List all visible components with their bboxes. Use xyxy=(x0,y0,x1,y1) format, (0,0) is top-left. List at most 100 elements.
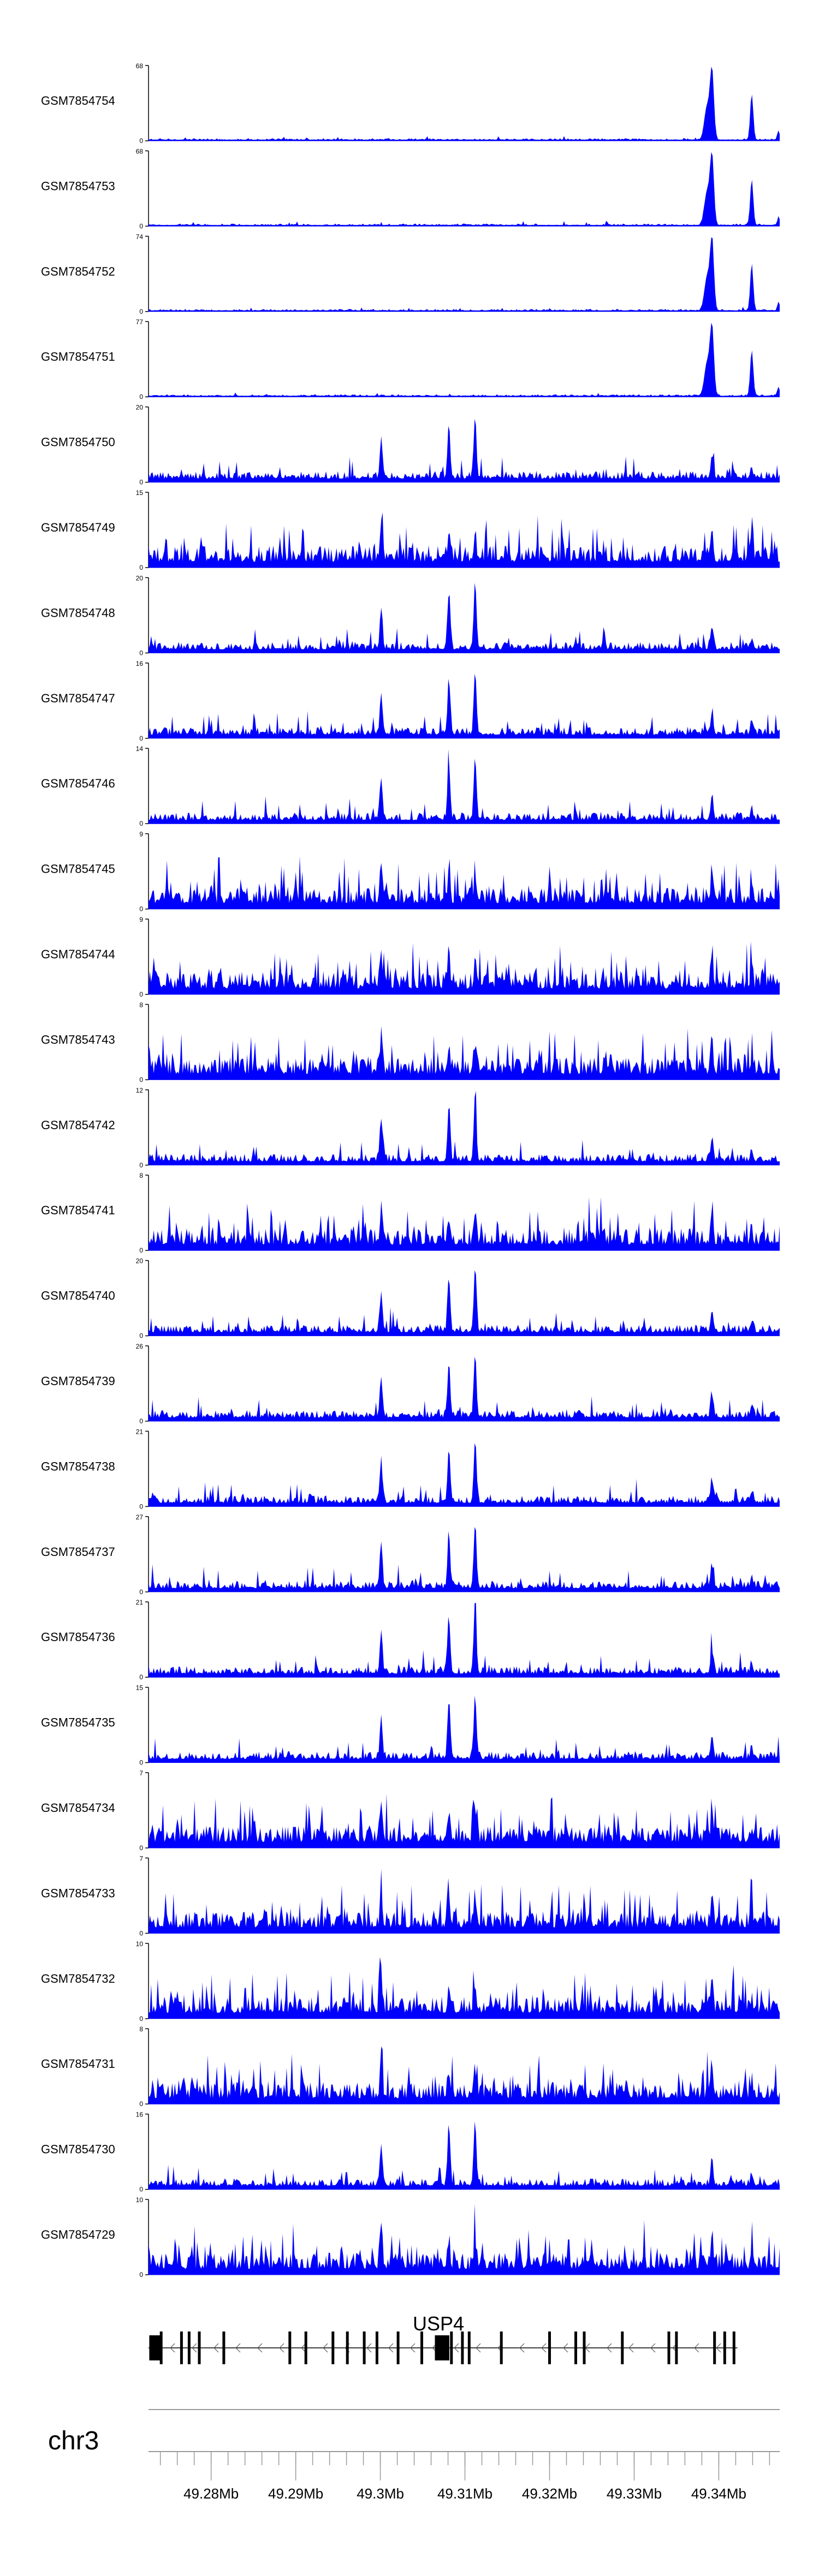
gene-exon xyxy=(500,2331,503,2364)
y-zero-label: 0 xyxy=(139,1417,143,1425)
y-max-label: 27 xyxy=(136,1513,144,1521)
strand-arrow-icon xyxy=(366,2343,372,2353)
strand-arrow-icon xyxy=(541,2343,547,2353)
gene-exon xyxy=(667,2331,670,2364)
y-zero-label: 0 xyxy=(139,2186,143,2193)
y-max-label: 20 xyxy=(136,1257,144,1265)
strand-arrow-icon xyxy=(716,2343,721,2353)
track-GSM7854738: GSM7854738 21 0 xyxy=(41,1428,780,1510)
y-max-label: 8 xyxy=(139,1172,143,1179)
track-label: GSM7854735 xyxy=(41,1716,115,1730)
coverage-area xyxy=(149,512,780,568)
axis-tick-label: 49.28Mb xyxy=(183,2485,239,2502)
y-max-label: 68 xyxy=(136,147,144,155)
track-label: GSM7854732 xyxy=(41,1972,115,1985)
track-GSM7854731: GSM7854731 8 0 xyxy=(41,2025,780,2108)
coverage-area xyxy=(149,1526,780,1592)
y-zero-label: 0 xyxy=(139,2271,143,2279)
track-GSM7854753: GSM7854753 68 0 xyxy=(41,147,780,230)
y-max-label: 8 xyxy=(139,2025,143,2033)
strand-arrow-icon xyxy=(454,2343,459,2353)
y-zero-label: 0 xyxy=(139,1247,143,1254)
y-zero-label: 0 xyxy=(139,735,143,742)
y-max-label: 20 xyxy=(136,574,144,582)
gene-annotation-track: USP4 xyxy=(149,2312,738,2364)
coverage-area xyxy=(149,1443,780,1507)
track-GSM7854729: GSM7854729 10 0 xyxy=(41,2196,780,2279)
track-label: GSM7854736 xyxy=(41,1630,115,1644)
strand-arrow-icon xyxy=(563,2343,568,2353)
track-label: GSM7854754 xyxy=(41,94,115,108)
gene-exon xyxy=(467,2331,471,2364)
gene-exon xyxy=(713,2331,716,2364)
strand-arrow-icon xyxy=(388,2343,394,2353)
coverage-area xyxy=(149,2046,780,2104)
gene-exon xyxy=(304,2331,307,2364)
axis-tick-label: 49.34Mb xyxy=(691,2485,746,2502)
chromosome-label: chr3 xyxy=(48,2426,99,2455)
y-zero-label: 0 xyxy=(139,393,143,401)
coverage-area xyxy=(149,67,780,141)
y-max-label: 21 xyxy=(136,1599,144,1606)
y-zero-label: 0 xyxy=(139,1161,143,1169)
track-GSM7854742: GSM7854742 12 0 xyxy=(41,1087,780,1169)
y-max-label: 7 xyxy=(139,1855,143,1862)
y-zero-label: 0 xyxy=(139,1332,143,1340)
coverage-area xyxy=(149,1270,780,1336)
coverage-area xyxy=(149,2203,780,2275)
gene-exon xyxy=(363,2331,366,2364)
track-label: GSM7854734 xyxy=(41,1801,115,1815)
y-max-label: 12 xyxy=(136,1087,144,1094)
track-label: GSM7854750 xyxy=(41,436,115,449)
y-zero-label: 0 xyxy=(139,1588,143,1596)
coverage-area xyxy=(149,1026,780,1080)
track-GSM7854752: GSM7854752 74 0 xyxy=(41,233,780,315)
strand-arrow-icon xyxy=(694,2343,699,2353)
strand-arrow-icon xyxy=(628,2343,634,2353)
coverage-area xyxy=(149,1197,780,1251)
y-max-label: 10 xyxy=(136,1940,144,1948)
track-GSM7854737: GSM7854737 27 0 xyxy=(41,1513,780,1596)
genomic-axis: chr3 49.28Mb 49.29Mb 49.3Mb 49.31Mb 49.32Mb 4… xyxy=(48,2409,780,2502)
gene-exon xyxy=(435,2335,443,2360)
axis-tick-label: 49.33Mb xyxy=(607,2485,662,2502)
gene-exon xyxy=(187,2331,191,2364)
y-zero-label: 0 xyxy=(139,479,143,486)
track-GSM7854730: GSM7854730 16 0 xyxy=(41,2111,780,2193)
track-GSM7854748: GSM7854748 20 0 xyxy=(41,574,780,657)
gene-exon xyxy=(723,2331,726,2364)
coverage-area xyxy=(149,1793,780,1848)
y-max-label: 9 xyxy=(139,916,143,923)
gene-exon xyxy=(732,2331,735,2364)
gene-exon xyxy=(331,2331,335,2364)
y-max-label: 16 xyxy=(136,660,144,667)
gene-exon xyxy=(346,2331,349,2364)
track-label: GSM7854729 xyxy=(41,2228,115,2241)
track-GSM7854735: GSM7854735 15 0 xyxy=(41,1684,780,1767)
track-label: GSM7854751 xyxy=(41,350,115,363)
strand-arrow-icon xyxy=(235,2343,241,2353)
y-zero-label: 0 xyxy=(139,137,143,145)
track-GSM7854746: GSM7854746 14 0 xyxy=(41,745,780,827)
y-max-label: 10 xyxy=(136,2196,144,2204)
strand-arrow-icon xyxy=(301,2343,306,2353)
y-max-label: 15 xyxy=(136,1684,144,1692)
track-label: GSM7854746 xyxy=(41,777,115,790)
y-max-label: 9 xyxy=(139,831,143,838)
track-label: GSM7854742 xyxy=(41,1118,115,1132)
y-zero-label: 0 xyxy=(139,1673,143,1681)
track-GSM7854749: GSM7854749 15 0 xyxy=(41,489,780,571)
gene-exon xyxy=(675,2331,678,2364)
gene-exon xyxy=(583,2331,586,2364)
track-label: GSM7854747 xyxy=(41,691,115,705)
y-zero-label: 0 xyxy=(139,2015,143,2023)
y-max-label: 26 xyxy=(136,1343,144,1350)
coverage-area xyxy=(149,673,780,738)
gene-exon xyxy=(461,2331,464,2364)
y-zero-label: 0 xyxy=(139,1759,143,1767)
track-label: GSM7854745 xyxy=(41,862,115,876)
y-zero-label: 0 xyxy=(139,649,143,657)
coverage-area xyxy=(149,1695,780,1763)
strand-arrow-icon xyxy=(476,2343,481,2353)
y-zero-label: 0 xyxy=(139,1929,143,1937)
